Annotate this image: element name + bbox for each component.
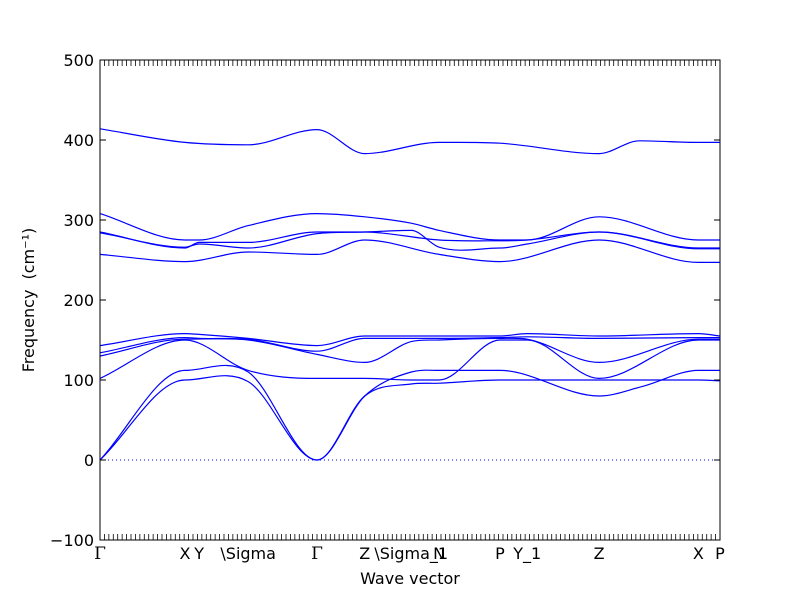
y-axis-ticks: −100 0 100 200 300 400 500: [50, 51, 720, 550]
x-axis-minor-ticks: [99, 60, 721, 540]
x-axis-label: Wave vector: [360, 569, 460, 588]
x-tick-label-1: Γ: [94, 544, 106, 564]
y-tick-label: 400: [63, 131, 94, 150]
y-tick-label: −100: [50, 531, 94, 550]
x-tick-label-2: X: [179, 544, 190, 563]
x-tick-label-6: Z: [359, 544, 370, 563]
y-tick-label: 300: [63, 211, 94, 230]
x-tick-label-8: N: [433, 544, 445, 563]
phonon-branch-4: [99, 229, 720, 251]
phonon-branch-5: [99, 239, 720, 263]
y-tick-label: 100: [63, 371, 94, 390]
y-tick-label: 500: [63, 51, 94, 70]
x-tick-label-10: Y_1: [512, 544, 541, 564]
plot-frame: [99, 59, 721, 541]
phonon-branch-2: [99, 212, 720, 241]
y-tick-label: 0: [84, 451, 94, 470]
x-tick-label-11: Z: [594, 544, 605, 563]
x-tick-label-7: \Sigma_1: [374, 544, 448, 564]
y-axis-label: Frequency (cm⁻¹): [19, 228, 38, 372]
phonon-branch-10: [99, 364, 720, 461]
x-tick-label-9: P: [495, 544, 505, 563]
series-layer: [99, 128, 721, 461]
phonon-branch-7: [99, 336, 720, 354]
y-tick-label: 200: [63, 291, 94, 310]
x-tick-label-4: \Sigma: [220, 544, 276, 563]
phonon-branch-9: [99, 339, 720, 381]
phonon-branch-6: [99, 332, 721, 347]
x-tick-label-5: Γ: [311, 544, 323, 564]
y-axis-label-unit: (cm⁻¹): [19, 228, 38, 280]
x-tick-label-13: P: [715, 544, 725, 563]
x-tick-label-12: X: [693, 544, 704, 563]
x-axis-ticks: Γ X Y \Sigma Γ Z \Sigma_1N P Y_1 Z X P: [94, 544, 725, 564]
y-axis-label-text: Frequency: [19, 290, 38, 373]
phonon-branch-8: [99, 337, 720, 364]
x-tick-label-3: Y: [193, 544, 204, 563]
phonon-branch-1: [99, 128, 720, 155]
phonon-branch-11: [99, 375, 721, 461]
